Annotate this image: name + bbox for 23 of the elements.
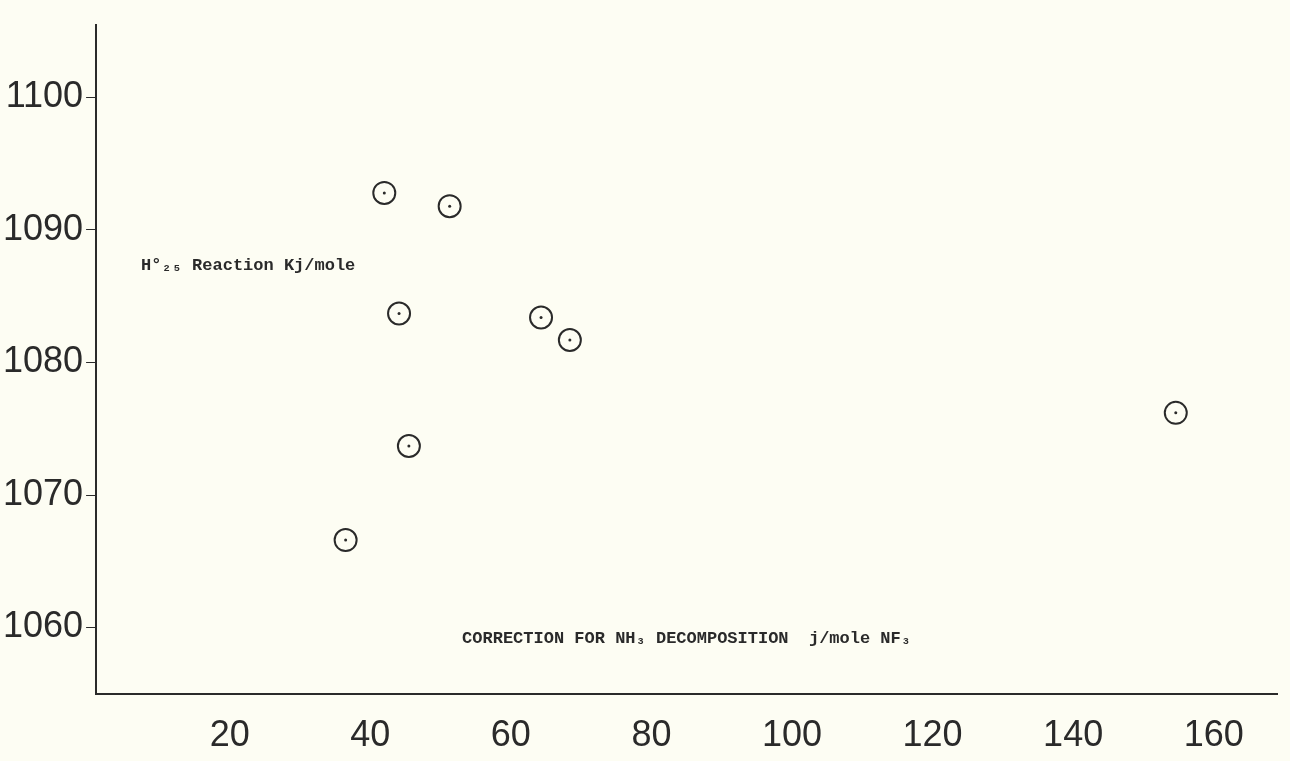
point: [396, 434, 421, 458]
x-tick-label: 100: [761, 713, 823, 755]
point: [557, 327, 582, 352]
x-tick-label: 20: [209, 713, 250, 755]
x-tick-label: 40: [350, 713, 391, 755]
y-tick-label: 1080: [2, 339, 84, 381]
point: [372, 180, 397, 205]
y-tick-label: 1060: [2, 604, 84, 646]
x-tick-label: 140: [1043, 713, 1104, 755]
point: [387, 301, 412, 326]
x-axis-title: CORRECTION FOR NH₃ DECOMPOSITION j/mole NF₃: [462, 629, 911, 649]
x-tick-label: 160: [1183, 713, 1244, 755]
x-tick-label: 80: [631, 713, 672, 755]
point: [529, 305, 554, 330]
x-tick-label: 60: [490, 713, 531, 755]
y-tick-label: 1090: [2, 206, 84, 248]
point: [333, 528, 358, 553]
y-axis-title: H°₂₅ Reaction Kj/mole: [141, 255, 356, 275]
x-tick-label: 120: [902, 713, 963, 755]
point: [437, 194, 462, 219]
y-tick-label: 1070: [2, 471, 84, 513]
y-tick-label: 1100: [5, 74, 84, 116]
point: [1163, 400, 1188, 425]
